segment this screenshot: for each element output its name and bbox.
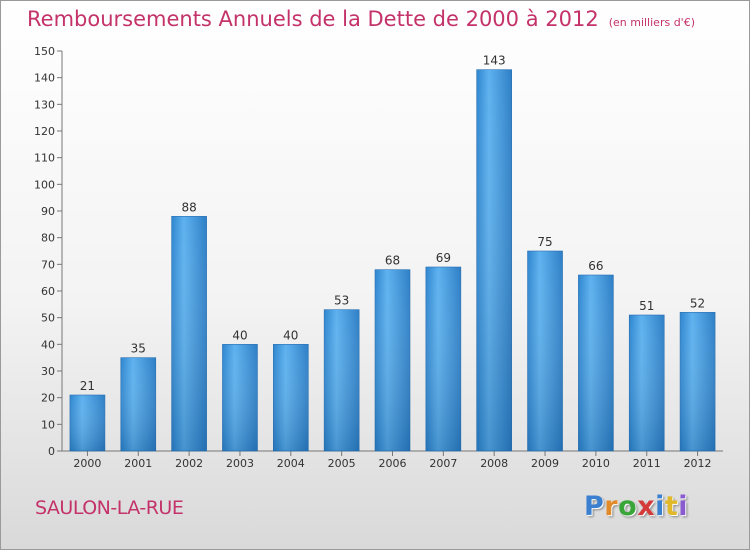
y-tick-label: 70 [41,258,55,271]
y-tick-label: 110 [34,152,55,165]
town-name: SAULON-LA-RUE [35,497,184,519]
x-tick-label: 2003 [226,457,254,470]
bar-value-label: 143 [483,54,506,68]
bar-shade [578,275,614,451]
x-tick-label: 2000 [73,457,101,470]
bar-shade [120,357,156,451]
bar-value-label: 40 [283,328,298,342]
y-tick-label: 40 [41,338,55,351]
bar-shade [222,344,258,451]
y-tick-label: 30 [41,365,55,378]
title-text: Remboursements Annuels de la Dette de 20… [27,7,599,31]
y-tick-label: 0 [48,445,55,458]
bar-value-label: 51 [639,299,654,313]
logo-letter: i [655,491,665,522]
x-tick-label: 2009 [531,457,559,470]
logo-letter: P [584,491,605,522]
bar-value-label: 52 [690,296,705,310]
bar-value-labels: 21 35 88 40 40 53 68 69 143 75 66 51 52 [80,54,705,393]
bar-shade [171,216,207,451]
bar-shade [680,312,716,451]
y-tick-label: 150 [34,45,55,58]
x-tick-label: 2005 [328,457,356,470]
y-tick-label: 10 [41,418,55,431]
logo-letter: i [678,491,689,522]
x-tick-label: 2011 [633,457,661,470]
x-tick-label: 2006 [379,457,407,470]
bar-value-label: 53 [334,294,349,308]
y-tick-label: 90 [41,205,55,218]
bar-value-label: 66 [588,259,603,273]
y-tick-label: 80 [41,232,55,245]
x-tick-label: 2001 [124,457,152,470]
bar-shade [629,315,665,451]
chart-title: Remboursements Annuels de la Dette de 20… [27,7,695,31]
proxiti-logo[interactable]: Proxiti [584,491,688,522]
bar-shade [375,269,410,451]
bar-shade [273,344,309,451]
logo-letter: r [604,491,619,522]
y-tick-label: 50 [41,312,55,325]
bar-value-label: 75 [537,235,552,249]
bar-shade [425,267,461,451]
bar-value-label: 40 [232,328,247,342]
y-tick-label: 120 [34,125,55,138]
bar-value-label: 21 [80,379,95,393]
logo-letter: o [618,491,638,522]
x-tick-label: 2002 [175,457,203,470]
x-tick-label: 2012 [684,457,712,470]
bar-shade [527,251,563,451]
x-tick-label: 2010 [582,457,610,470]
y-tick-label: 130 [34,98,55,111]
y-tick-label: 60 [41,285,55,298]
bar-value-label: 35 [131,342,146,356]
bars [69,69,716,452]
bar-value-label: 88 [181,200,196,214]
logo-letter: x [637,491,656,522]
x-tick-label: 2008 [480,457,508,470]
x-tick-label: 2007 [429,457,457,470]
logo-letter: t [664,491,679,522]
bar-shade [69,395,105,451]
x-axis: 2000 2001 2002 2003 2004 2005 2006 2007 2008 2009… [62,450,723,470]
bar-value-label: 69 [436,251,451,265]
x-tick-label: 2004 [277,457,305,470]
y-tick-label: 100 [34,178,55,191]
bar-shade [476,69,512,452]
bar-shade [324,309,360,451]
y-tick-label: 20 [41,392,55,405]
y-tick-label: 140 [34,72,55,85]
chart-subtitle: (en milliers d'€) [608,16,695,29]
y-axis: 0 10 20 30 40 50 60 70 80 90 100 110 120 130 140 150 [34,45,63,458]
bar-value-label: 68 [385,254,400,268]
